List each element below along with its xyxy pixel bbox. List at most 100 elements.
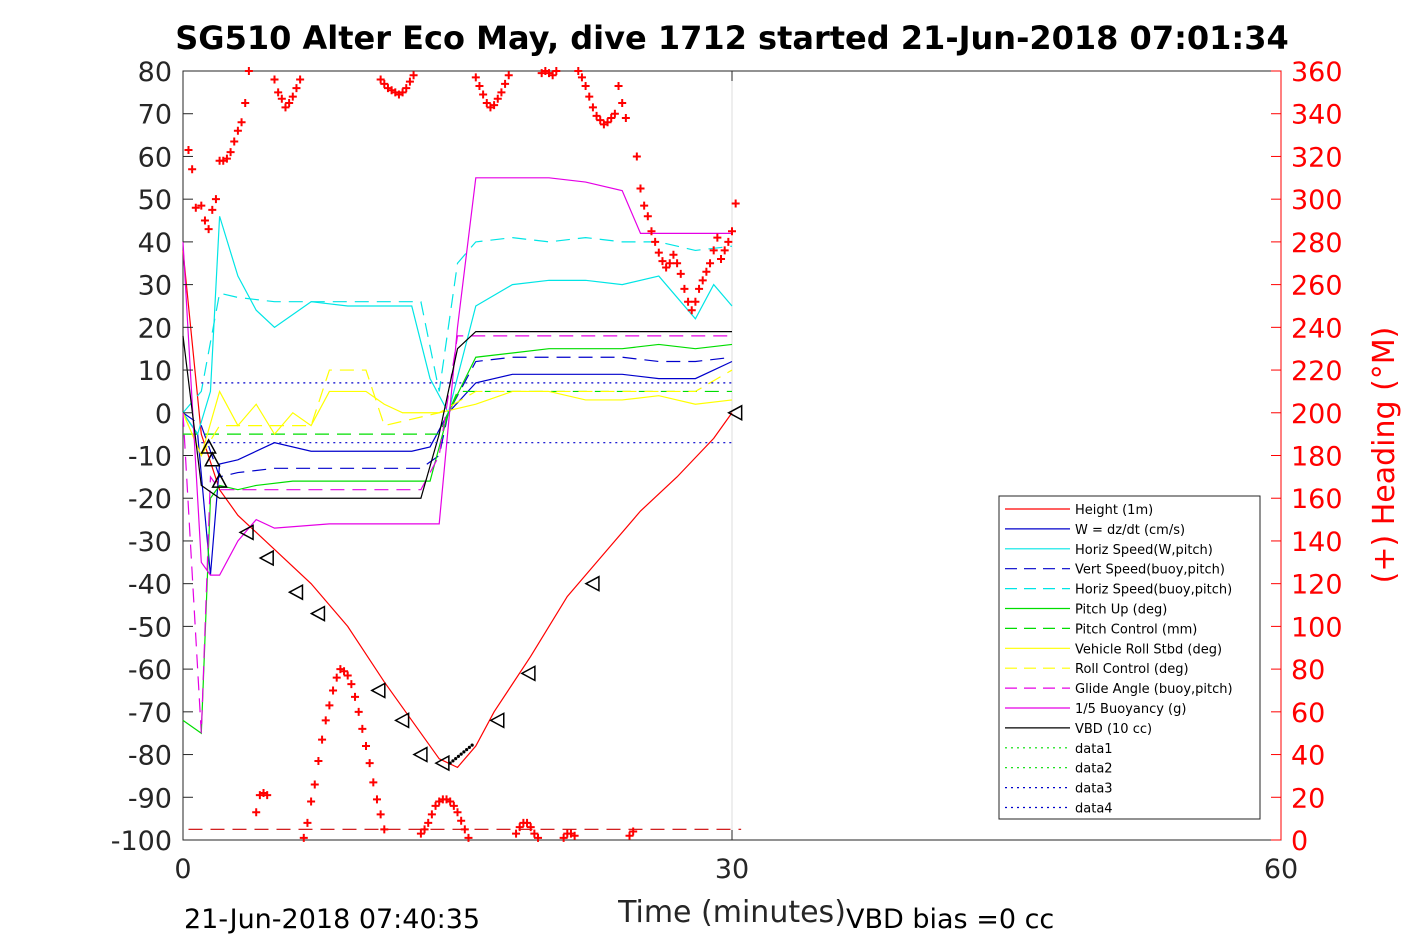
heading-point xyxy=(409,71,418,80)
legend-label: Vert Speed(buoy,pitch) xyxy=(1075,563,1225,578)
x-tick-label: 0 xyxy=(174,854,191,885)
bottom-point xyxy=(456,754,461,758)
series-line xyxy=(182,360,733,576)
heading-point xyxy=(724,237,733,246)
x-tick-label: 60 xyxy=(1264,854,1298,885)
heading-point xyxy=(585,92,594,101)
heading-point xyxy=(281,103,290,112)
heading-point xyxy=(475,81,484,90)
y-tick-label: 0 xyxy=(155,399,172,430)
heading-point xyxy=(285,99,294,108)
triangle-marker xyxy=(489,712,505,729)
triangle-marker xyxy=(258,549,274,567)
heading-point xyxy=(720,246,729,255)
heading-point xyxy=(548,71,557,80)
triangle-marker xyxy=(520,665,536,682)
triangle-marker xyxy=(584,575,600,592)
heading-series xyxy=(184,67,740,842)
heading-point xyxy=(230,137,239,146)
heading-point xyxy=(405,77,414,86)
legend-label: Vehicle Roll Stbd (deg) xyxy=(1075,642,1222,657)
y-right-tick-label: 280 xyxy=(1291,228,1343,259)
y-tick-label: -70 xyxy=(128,698,172,729)
heading-point xyxy=(453,808,462,817)
heading-point xyxy=(695,284,704,293)
axis-ticks: 0 30 6080706050403020100-10-20-30-40-50-60… xyxy=(111,57,1343,885)
heading-point xyxy=(728,227,736,236)
y-right-tick-label: 260 xyxy=(1291,271,1343,302)
heading-point xyxy=(574,67,583,75)
heading-point xyxy=(222,154,231,163)
y-right-tick-label: 240 xyxy=(1291,313,1343,344)
triangle-markers xyxy=(200,404,743,772)
bottom-point xyxy=(470,743,474,747)
heading-point xyxy=(636,184,645,193)
y-tick-label: -80 xyxy=(128,741,172,772)
heading-point xyxy=(534,833,543,842)
heading-point xyxy=(416,829,425,838)
heading-point xyxy=(340,667,349,676)
heading-point xyxy=(687,306,696,315)
heading-point xyxy=(263,791,272,800)
heading-point xyxy=(420,825,429,834)
heading-point xyxy=(702,267,711,276)
heading-point xyxy=(200,216,209,225)
heading-point xyxy=(625,831,634,840)
bottom-point xyxy=(459,752,463,756)
legend-label: Pitch Up (deg) xyxy=(1075,603,1167,618)
heading-point xyxy=(629,827,638,836)
heading-point xyxy=(270,75,279,84)
y-right-tick-label: 360 xyxy=(1291,57,1343,88)
y-right-tick-label: 100 xyxy=(1291,612,1343,643)
heading-point xyxy=(380,825,389,834)
heading-point xyxy=(241,99,250,108)
heading-point xyxy=(369,778,378,787)
heading-point xyxy=(698,276,707,285)
y-right-tick-label: 20 xyxy=(1291,783,1325,814)
heading-point xyxy=(211,195,220,204)
y-tick-label: 60 xyxy=(138,142,172,173)
y-tick-label: -90 xyxy=(128,783,172,814)
heading-point xyxy=(588,103,597,112)
heading-point xyxy=(274,88,283,97)
y-tick-label: 10 xyxy=(138,356,172,387)
y-tick-label: 70 xyxy=(138,100,172,131)
y-tick-label: 30 xyxy=(138,271,172,302)
series-line xyxy=(182,369,733,457)
series-line xyxy=(182,216,733,436)
series-layer xyxy=(182,177,742,830)
heading-point xyxy=(581,81,590,90)
heading-point xyxy=(490,101,499,110)
heading-point xyxy=(296,75,305,84)
heading-point xyxy=(184,146,193,155)
heading-point xyxy=(607,113,616,122)
y-tick-label: -50 xyxy=(128,612,172,643)
heading-point xyxy=(713,233,722,242)
legend-items: Height (1m) W = dz/dt (cm/s) Horiz Speed(W… xyxy=(1005,503,1233,817)
triangle-marker xyxy=(412,746,428,763)
heading-point xyxy=(380,79,389,88)
heading-point xyxy=(325,701,334,710)
triangle-marker xyxy=(727,404,743,422)
heading-point xyxy=(188,165,197,174)
series-line xyxy=(182,389,733,458)
y-right-tick-label: 340 xyxy=(1291,100,1343,131)
y-right-tick-label: 320 xyxy=(1291,142,1343,173)
heading-point xyxy=(307,797,316,806)
heading-point xyxy=(577,73,586,82)
heading-point xyxy=(208,205,217,214)
triangle-marker xyxy=(204,451,221,467)
heading-point xyxy=(603,118,612,127)
heading-point xyxy=(332,673,341,682)
heading-point xyxy=(669,250,678,259)
y-tick-label: -40 xyxy=(128,570,172,601)
heading-point xyxy=(662,263,671,272)
series-line xyxy=(182,237,733,414)
y-tick-label: -10 xyxy=(128,442,172,473)
heading-point xyxy=(596,116,605,125)
heading-point xyxy=(706,259,715,268)
heading-point xyxy=(460,825,469,834)
heading-point xyxy=(446,797,455,806)
y-right-tick-label: 120 xyxy=(1291,570,1343,601)
